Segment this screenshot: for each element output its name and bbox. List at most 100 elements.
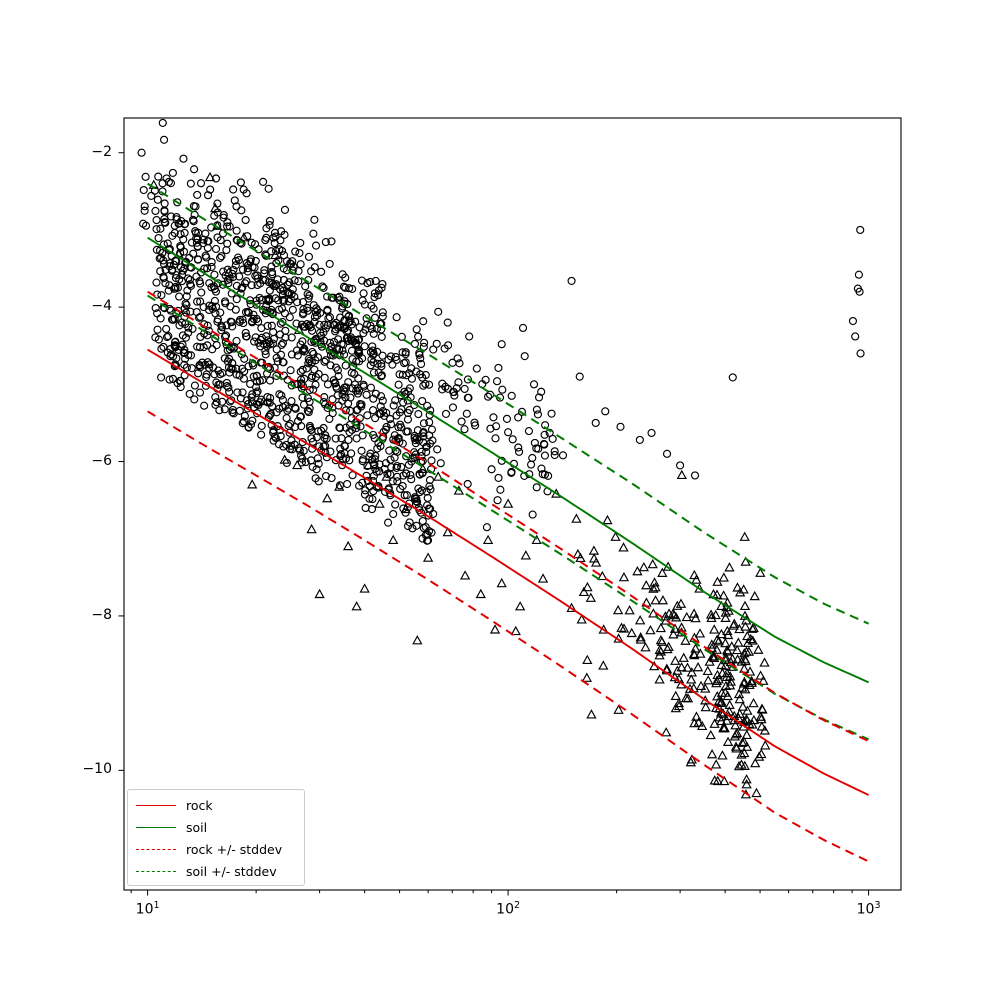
data-point-circle xyxy=(242,396,252,405)
data-point-circle xyxy=(247,238,256,247)
data-point-triangle xyxy=(597,570,608,581)
data-point-circle xyxy=(394,423,403,432)
data-point-circle xyxy=(357,446,366,455)
data-point-triangle xyxy=(716,687,727,697)
data-point-triangle xyxy=(736,749,747,759)
data-point-circle xyxy=(157,344,166,353)
data-point-circle xyxy=(269,428,278,437)
data-point-circle xyxy=(297,380,306,389)
data-point-triangle xyxy=(618,623,630,633)
data-point-circle xyxy=(323,403,332,412)
data-point-circle xyxy=(228,272,238,282)
data-point-circle xyxy=(371,414,380,423)
data-point-triangle xyxy=(602,514,613,525)
data-point-circle xyxy=(851,332,860,341)
data-point-circle xyxy=(487,465,496,474)
data-point-circle xyxy=(193,255,203,264)
data-point-triangle xyxy=(655,634,667,645)
data-point-triangle xyxy=(442,526,453,537)
data-point-circle xyxy=(377,372,386,381)
data-point-triangle xyxy=(322,493,333,503)
data-point-circle xyxy=(151,206,160,216)
data-point-circle xyxy=(190,165,199,174)
data-point-circle xyxy=(223,346,232,355)
data-point-triangle xyxy=(705,729,716,740)
data-point-circle xyxy=(448,358,457,367)
data-point-circle xyxy=(311,474,320,483)
data-point-circle xyxy=(346,406,355,415)
data-point-circle xyxy=(239,417,248,426)
legend-item-soil[interactable]: soil xyxy=(136,818,304,839)
data-point-circle xyxy=(159,342,168,352)
data-point-circle xyxy=(365,482,374,491)
data-point-triangle xyxy=(700,695,711,705)
data-point-circle xyxy=(367,301,376,310)
data-point-circle xyxy=(378,308,387,317)
data-point-triangle xyxy=(741,774,752,784)
data-point-circle xyxy=(268,339,278,348)
data-point-circle xyxy=(370,293,379,302)
data-point-circle xyxy=(294,267,303,276)
data-point-triangle xyxy=(732,654,743,664)
data-point-circle xyxy=(319,283,328,292)
data-point-circle xyxy=(175,292,184,301)
legend-item-rock-stddev[interactable]: rock +/- stddev xyxy=(136,840,304,861)
data-point-circle xyxy=(212,398,221,407)
data-point-circle xyxy=(177,217,186,226)
data-point-circle xyxy=(419,342,428,351)
data-point-triangle xyxy=(610,531,621,541)
legend-item-rock[interactable]: rock xyxy=(136,796,304,817)
data-point-triangle xyxy=(739,760,750,771)
data-point-circle xyxy=(377,283,386,292)
data-point-circle xyxy=(448,403,458,412)
data-point-circle xyxy=(508,435,517,444)
data-point-circle xyxy=(210,370,219,379)
data-point-circle xyxy=(369,394,378,403)
data-point-circle xyxy=(498,385,507,394)
data-point-circle xyxy=(401,358,410,367)
data-point-circle xyxy=(170,228,179,238)
data-point-circle xyxy=(349,337,358,346)
data-point-circle xyxy=(344,284,354,293)
data-point-triangle xyxy=(691,574,702,584)
data-point-triangle xyxy=(706,642,718,653)
data-point-triangle xyxy=(648,583,659,593)
data-point-triangle xyxy=(706,612,717,622)
data-point-circle xyxy=(369,368,379,377)
data-point-circle xyxy=(379,432,388,441)
data-point-circle xyxy=(279,264,288,273)
data-point-circle xyxy=(181,333,191,342)
data-point-triangle xyxy=(751,787,762,798)
data-point-circle xyxy=(533,410,543,419)
data-point-circle xyxy=(329,337,339,346)
data-point-circle xyxy=(504,428,513,437)
data-point-triangle xyxy=(672,600,683,610)
data-point-circle xyxy=(422,442,431,452)
data-point-triangle xyxy=(710,609,721,620)
data-point-circle xyxy=(238,265,248,274)
data-point-circle xyxy=(339,322,348,331)
data-point-triangle xyxy=(247,479,258,489)
scatter-markers xyxy=(137,118,865,799)
data-point-circle xyxy=(261,250,270,259)
data-point-triangle xyxy=(632,566,643,576)
data-point-circle xyxy=(232,226,241,235)
data-point-triangle xyxy=(582,654,593,665)
data-point-triangle xyxy=(755,711,766,721)
data-point-circle xyxy=(497,340,506,349)
data-point-triangle xyxy=(585,592,596,602)
data-point-triangle xyxy=(722,629,734,640)
legend-item-soil-stddev[interactable]: soil +/- stddev xyxy=(136,862,304,883)
data-point-circle xyxy=(332,382,341,391)
data-point-circle xyxy=(417,508,426,517)
data-point-circle xyxy=(371,276,380,286)
data-point-circle xyxy=(411,450,420,459)
data-point-circle xyxy=(195,388,205,397)
data-point-circle xyxy=(246,379,255,389)
data-point-circle xyxy=(414,409,423,419)
data-point-circle xyxy=(335,292,344,301)
data-point-circle xyxy=(191,227,200,236)
data-point-circle xyxy=(290,292,299,301)
data-point-triangle xyxy=(489,624,501,634)
data-point-triangle xyxy=(314,588,325,599)
